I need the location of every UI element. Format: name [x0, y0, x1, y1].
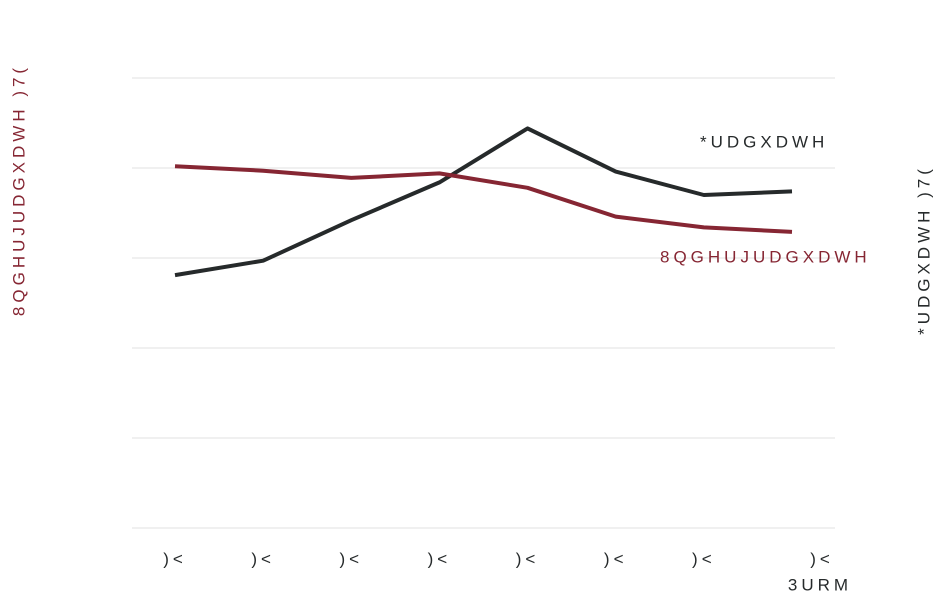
projection-label: 3URM: [788, 575, 852, 594]
x-tick-label: )<: [428, 549, 452, 568]
x-tick-label: )<: [810, 549, 834, 568]
series-label: *UDGXDWH: [700, 132, 828, 151]
y2-axis-label: *UDGXDWH )7(: [914, 165, 933, 335]
series-label: 8QGHUJUDGXDWH: [660, 247, 871, 266]
x-tick-label: )<: [251, 549, 275, 568]
x-tick-label: )<: [339, 549, 363, 568]
x-tick-label: )<: [604, 549, 628, 568]
x-tick-label: )<: [163, 549, 187, 568]
x-tick-label: )<: [692, 549, 716, 568]
y-axis-label: 8QGHUJUDGXDWH )7(: [9, 64, 28, 316]
series-line: [174, 126, 793, 278]
x-tick-label: )<: [516, 549, 540, 568]
series-line: [174, 164, 793, 234]
